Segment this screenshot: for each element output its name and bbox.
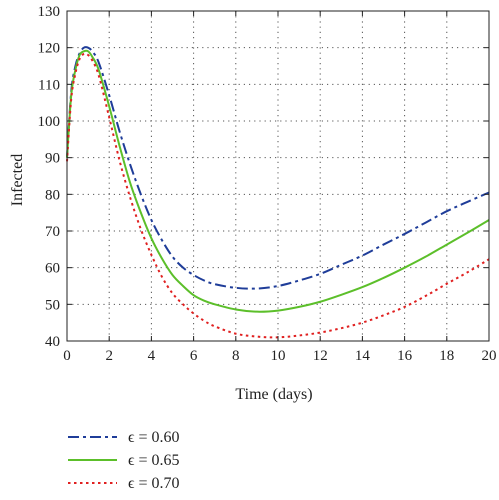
series-line-2 (66, 49, 490, 313)
y-axis-label: Infected (9, 154, 26, 206)
y-tick-label: 100 (38, 114, 61, 130)
x-tick-label: 16 (397, 348, 413, 364)
legend-label-1: ϵ = 0.60 (128, 429, 180, 446)
x-tick-label: 6 (190, 348, 198, 364)
series-line-1 (66, 46, 490, 290)
plot-frame (66, 10, 490, 342)
y-tick-label: 110 (38, 77, 60, 93)
legend-label-2: ϵ = 0.65 (128, 452, 180, 469)
x-tick-label: 4 (148, 348, 156, 364)
y-tick-label: 90 (45, 151, 60, 167)
y-tick-labels: 40 50 60 70 80 90 100 110 120 130 (38, 4, 61, 350)
legend: ϵ = 0.60 ϵ = 0.65 ϵ = 0.70 (68, 429, 180, 492)
x-tick-label: 0 (63, 348, 71, 364)
grid (67, 11, 489, 341)
series-lines (66, 46, 490, 339)
y-tick-label: 80 (45, 187, 60, 203)
x-tick-label: 8 (232, 348, 240, 364)
series-line-3 (66, 52, 490, 339)
tick-marks (66, 10, 490, 342)
x-tick-label: 20 (482, 348, 497, 364)
y-tick-label: 70 (45, 224, 60, 240)
x-tick-label: 2 (105, 348, 113, 364)
x-axis-label: Time (days) (235, 386, 312, 403)
x-tick-labels: 0 2 4 6 8 10 12 14 16 18 20 (63, 348, 496, 364)
y-tick-label: 50 (45, 297, 60, 313)
y-tick-label: 120 (38, 41, 61, 57)
x-tick-label: 12 (313, 348, 328, 364)
x-tick-label: 14 (355, 348, 371, 364)
x-tick-label: 18 (439, 348, 454, 364)
x-tick-label: 10 (271, 348, 286, 364)
legend-label-3: ϵ = 0.70 (128, 475, 180, 492)
y-tick-label: 130 (38, 4, 61, 20)
y-tick-label: 40 (45, 334, 60, 350)
y-tick-label: 60 (45, 261, 60, 277)
